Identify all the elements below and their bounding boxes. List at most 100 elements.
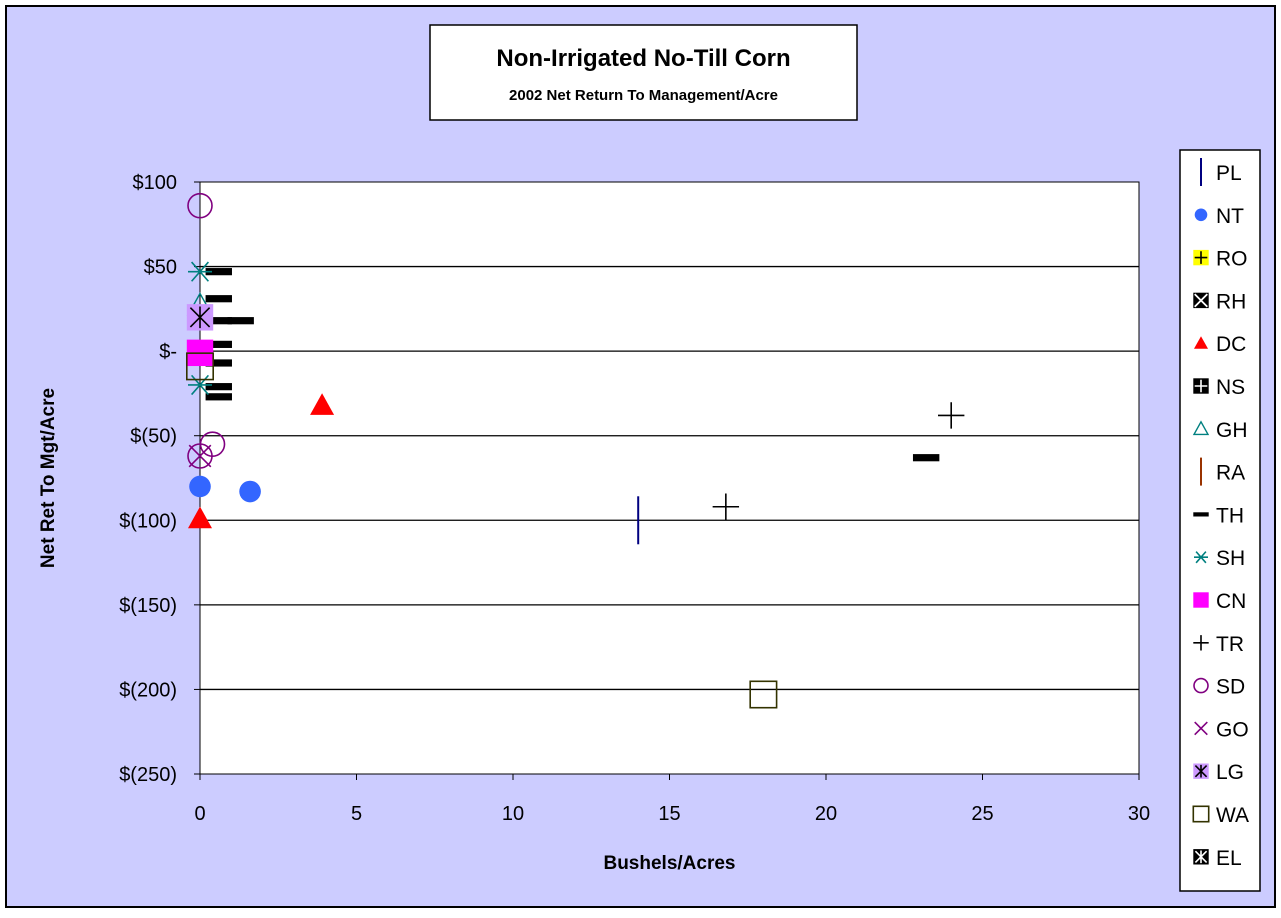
x-tick-label: 30: [1128, 803, 1150, 825]
data-point-wa: [749, 680, 778, 709]
legend-label: NT: [1216, 205, 1244, 228]
legend-label: NS: [1216, 376, 1245, 399]
marker-shape: [1194, 379, 1208, 393]
y-tick-label: $100: [133, 172, 178, 194]
legend-item-th: TH: [1193, 504, 1244, 527]
legend-label: LG: [1216, 761, 1244, 784]
legend: PL NT RO RH DC NS GH RA TH SH CN TR SD GO LG WA EL: [1179, 149, 1261, 892]
marker-shape: [188, 444, 212, 468]
marker-shape: [205, 317, 232, 325]
marker-shape: [205, 383, 232, 391]
data-point-th: [205, 317, 232, 325]
legend-label: PL: [1216, 162, 1242, 185]
marker-shape: [186, 352, 215, 381]
legend-label: CN: [1216, 590, 1246, 613]
legend-label: RH: [1216, 290, 1246, 313]
axis-ticks: $100 $50 $- $(50) $(100) $(150) $(200) $(250) 0 5…: [119, 172, 1150, 825]
x-axis-label: Bushels/Acres: [603, 853, 735, 874]
x-tick-label: 15: [658, 803, 680, 825]
data-point-tr: [712, 493, 740, 520]
title-box-border: [429, 24, 858, 121]
legend-item-el: EL: [1193, 847, 1242, 870]
marker-shape: [1194, 251, 1208, 264]
legend-item-cn: CN: [1193, 590, 1246, 613]
data-point-sh: [188, 374, 212, 396]
marker-shape: [1193, 677, 1209, 694]
legend-label: SH: [1216, 547, 1245, 570]
x-tick-label: 20: [815, 803, 837, 825]
marker-shape: [188, 506, 212, 529]
y-tick-label: $(50): [130, 426, 177, 448]
marker-shape: [205, 295, 232, 303]
x-tick-label: 10: [502, 803, 524, 825]
legend-label: TR: [1216, 633, 1244, 656]
legend-item-rh: RH: [1193, 290, 1246, 313]
marker-shape: [188, 261, 212, 282]
chart-title: Non-Irrigated No-Till Corn: [496, 45, 790, 72]
marker-shape: [712, 493, 740, 520]
data-point-th: [205, 268, 232, 276]
y-tick-label: $50: [144, 257, 177, 279]
legend-item-lg: LG: [1193, 761, 1244, 784]
x-tick-label: 0: [194, 803, 205, 825]
marker-shape: [1194, 721, 1208, 736]
marker-shape: [205, 393, 232, 401]
marker-shape: [1194, 551, 1208, 564]
marker-shape: [205, 268, 232, 276]
data-point-th: [205, 393, 232, 401]
data-point-dc: [188, 506, 212, 529]
data-points: [186, 192, 965, 709]
legend-label: RA: [1216, 462, 1245, 485]
marker-shape: [189, 306, 211, 329]
data-point-go: [188, 444, 212, 468]
y-tick-label: $-: [159, 341, 177, 363]
marker-shape: [938, 402, 965, 429]
y-axis-label: Net Ret To Mgt/Acre: [38, 388, 59, 568]
chart-subtitle: 2002 Net Return To Management/Acre: [509, 87, 778, 104]
legend-label: RO: [1216, 248, 1248, 271]
legend-label: GH: [1216, 419, 1248, 442]
x-tick-label: 25: [971, 803, 993, 825]
marker-shape: [1194, 293, 1208, 308]
data-point-wa: [186, 352, 215, 381]
marker-shape: [1194, 850, 1208, 864]
legend-item-pl: PL: [1200, 158, 1242, 186]
legend-label: GO: [1216, 718, 1249, 741]
data-point-th: [205, 340, 232, 348]
data-point-sh: [188, 261, 212, 282]
data-point-dc: [310, 393, 335, 415]
legend-item-sd: SD: [1193, 676, 1245, 699]
marker-shape: [912, 454, 940, 462]
legend-item-tr: TR: [1193, 633, 1244, 656]
x-tick-label: 5: [351, 803, 362, 825]
legend-item-ro: RO: [1193, 248, 1248, 271]
y-tick-label: $(100): [119, 510, 177, 532]
legend-label: TH: [1216, 504, 1244, 527]
marker-shape: [188, 374, 212, 396]
marker-shape: [1192, 420, 1210, 436]
plot-area: [199, 181, 1140, 775]
y-tick-label: $(150): [119, 595, 177, 617]
legend-label: SD: [1216, 676, 1245, 699]
data-point-th: [205, 359, 232, 367]
data-point-lg: [186, 304, 214, 331]
marker-shape: [1192, 805, 1210, 823]
marker-shape: [1193, 512, 1209, 517]
legend-item-wa: WA: [1192, 804, 1249, 827]
y-tick-label: $(250): [119, 764, 177, 786]
marker-shape: [205, 359, 232, 367]
marker-shape: [749, 680, 778, 709]
legend-item-gh: GH: [1192, 419, 1248, 442]
data-point-nt: [239, 480, 261, 503]
marker-shape: [310, 393, 335, 415]
data-point-sd: [187, 443, 213, 469]
legend-label: DC: [1216, 333, 1246, 356]
data-point-th: [912, 454, 940, 462]
marker-shape: [1193, 592, 1209, 608]
data-point-th: [227, 317, 254, 325]
legend-item-ns: NS: [1193, 376, 1245, 399]
grid-lines: [200, 265, 1139, 691]
title-box: Non-Irrigated No-Till Corn 2002 Net Retu…: [429, 24, 858, 121]
